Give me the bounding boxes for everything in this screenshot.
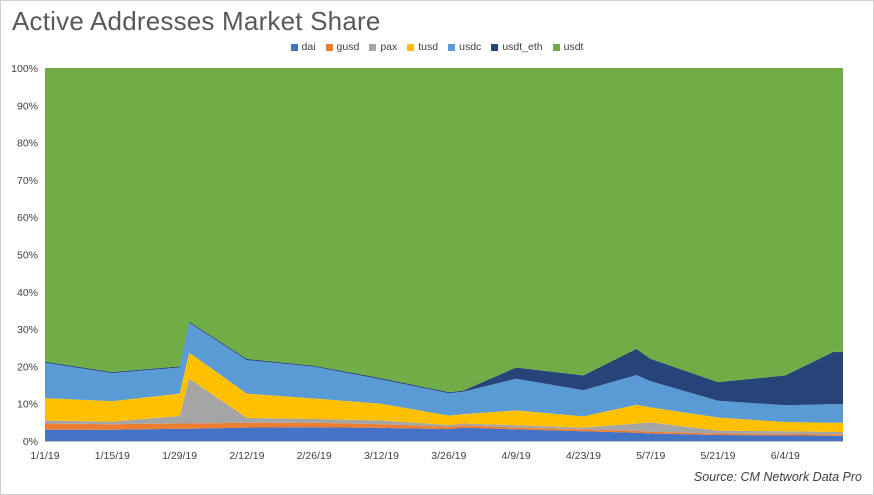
legend-label: usdt_eth <box>502 41 543 53</box>
x-tick-label: 4/9/19 <box>502 450 531 462</box>
legend-swatch <box>448 43 456 51</box>
x-tick-label: 6/4/19 <box>771 450 800 462</box>
y-tick-label: 60% <box>17 212 38 224</box>
legend-item-tusd: tusd <box>407 41 438 53</box>
legend-item-gusd: gusd <box>325 41 360 53</box>
area-pax <box>45 378 843 435</box>
y-tick-label: 90% <box>17 100 38 112</box>
x-tick-label: 3/12/19 <box>364 450 399 462</box>
area-dai <box>45 427 843 441</box>
area-usdt <box>45 68 843 393</box>
legend-label: usdc <box>459 41 482 53</box>
y-tick-label: 0% <box>23 436 38 448</box>
legend-label: gusd <box>336 41 360 53</box>
y-tick-label: 10% <box>17 399 38 411</box>
stacked-areas <box>45 68 843 441</box>
area-usdc <box>45 322 843 423</box>
x-tick-label: 4/23/19 <box>566 450 601 462</box>
legend-swatch <box>407 43 415 51</box>
x-tick-label: 3/26/19 <box>431 450 466 462</box>
legend-item-pax: pax <box>369 41 397 53</box>
x-axis-ticks: 1/1/19 1/15/19 1/29/19 2/12/19 2/26/19 3/12/1… <box>30 450 800 462</box>
legend-swatch <box>552 43 560 51</box>
area-tusd <box>45 352 843 432</box>
x-tick-label: 1/29/19 <box>162 450 197 462</box>
x-tick-label: 1/15/19 <box>95 450 130 462</box>
legend-label: dai <box>301 41 316 53</box>
y-tick-label: 30% <box>17 324 38 336</box>
y-axis-ticks: 0% 10% 20% 30% 40% 50% 60% 70% 80% 90% 100% <box>11 63 38 448</box>
x-tick-label: 5/7/19 <box>636 450 665 462</box>
x-tick-label: 5/21/19 <box>700 450 735 462</box>
x-tick-label: 2/12/19 <box>229 450 264 462</box>
legend-item-usdt: usdt <box>552 41 584 53</box>
area-gusd <box>45 422 843 436</box>
x-tick-label: 2/26/19 <box>297 450 332 462</box>
y-tick-label: 50% <box>17 250 38 262</box>
source-note: Source: CM Network Data Pro <box>693 470 862 484</box>
legend-label: tusd <box>418 41 439 53</box>
y-tick-label: 100% <box>11 63 38 75</box>
legend-item-usdc: usdc <box>448 41 481 53</box>
y-tick-label: 70% <box>17 175 38 187</box>
legend-label: usdt <box>563 41 584 53</box>
chart-title: Active Addresses Market Share <box>12 6 381 36</box>
legend-swatch <box>491 43 499 51</box>
area-usdt-eth <box>45 321 843 406</box>
chart-legend: dai gusd pax tusd usdc usdt_eth usdt <box>0 41 874 53</box>
y-tick-label: 40% <box>17 287 38 299</box>
y-tick-label: 20% <box>17 361 38 373</box>
legend-item-usdt-eth: usdt_eth <box>491 41 543 53</box>
legend-swatch <box>369 43 377 51</box>
legend-swatch <box>325 43 333 51</box>
legend-swatch <box>290 43 298 51</box>
y-tick-label: 80% <box>17 138 38 150</box>
legend-item-dai: dai <box>290 41 316 53</box>
legend-label: pax <box>380 41 398 53</box>
x-tick-label: 1/1/19 <box>30 450 59 462</box>
